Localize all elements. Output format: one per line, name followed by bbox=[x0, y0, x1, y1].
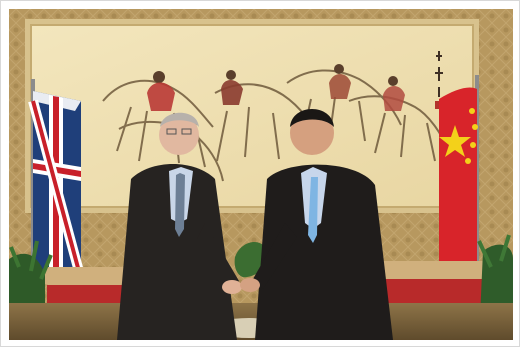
horse-painting bbox=[25, 19, 479, 213]
right-man bbox=[240, 109, 393, 340]
photo-canvas bbox=[9, 9, 513, 340]
photo-scene bbox=[9, 9, 513, 340]
painted-riders bbox=[147, 64, 405, 111]
uk-flag bbox=[28, 79, 86, 340]
left-man bbox=[117, 112, 242, 340]
